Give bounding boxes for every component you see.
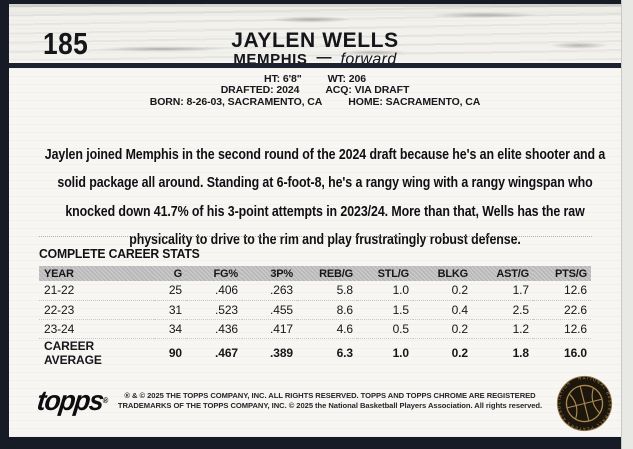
stat-cell: 0.2: [451, 345, 468, 360]
topps-logo: topps®: [35, 385, 110, 416]
topps-logo-text: topps: [35, 385, 105, 416]
stat-cell: .467: [215, 345, 238, 360]
col-year: YEAR: [39, 266, 154, 281]
stat-cell: .389: [270, 345, 293, 360]
stat-cell: 1.0: [357, 281, 413, 301]
legal-text: ® & © 2025 THE TOPPS COMPANY, INC. ALL R…: [106, 391, 554, 411]
stat-cell: 21-22: [39, 281, 154, 301]
bio-home: HOME: SACRAMENTO, CA: [348, 95, 481, 108]
nbpa-logo: NATIONAL BASKETBALL PLAYERS ASSOCIATION: [550, 369, 619, 438]
bio-section: HT: 6'8" WT: 206 DRAFTED: 2024 ACQ: VIA DR…: [9, 73, 621, 108]
stat-cell: 16.0: [564, 345, 587, 360]
stat-cell: 1.5: [357, 300, 413, 320]
player-name: JAYLEN WELLS: [231, 29, 399, 52]
stat-cell: 90: [168, 345, 182, 360]
stat-cell: 0.4: [413, 300, 472, 320]
stat-cell: 0.5: [357, 319, 413, 339]
stat-cell: 22-23: [39, 300, 154, 320]
stat-cell: 5.8: [297, 281, 357, 301]
bio-weight: WT: 206: [327, 73, 367, 85]
stat-cell: 1.2: [472, 319, 533, 339]
stat-cell: 0.2: [413, 281, 472, 301]
bio-row-height-weight: HT: 6'8" WT: 206: [9, 73, 621, 85]
stat-cell: 1.7: [472, 281, 533, 301]
stat-cell: 1.0: [392, 345, 409, 360]
stat-cell: 22.6: [533, 300, 591, 320]
col-3p-pct: 3P%: [242, 266, 297, 281]
team-position-separator: —: [316, 49, 332, 66]
bio-height: HT: 6'8": [263, 73, 302, 85]
section-separator: [39, 236, 592, 237]
player-header: JAYLEN WELLS MEMPHIS — forward: [9, 29, 621, 68]
bio-drafted: DRAFTED: 2024: [220, 84, 300, 97]
stat-cell: 8.6: [297, 300, 357, 320]
stat-cell: .523: [186, 300, 242, 320]
stat-cell: 12.6: [533, 281, 591, 301]
stat-cell: 1.8: [512, 345, 529, 360]
stats-career-average-row: CAREER AVERAGE 90 .467 .389 6.3 1.0 0.2 …: [39, 338, 591, 367]
stat-cell: 6.3: [336, 345, 353, 360]
stat-cell: .263: [242, 281, 297, 301]
col-pts: PTS/G: [533, 266, 591, 281]
wood-grain-streak: [339, 50, 409, 55]
stat-cell: 2.5: [472, 300, 533, 320]
stat-cell: .436: [186, 319, 242, 339]
player-blurb: Jaylen joined Memphis in the second roun…: [44, 147, 606, 249]
bio-acquired: ACQ: VIA DRAFT: [325, 84, 410, 97]
stats-row-21-22: 21-22 25 .406 .263 5.8 1.0 0.2 1.7 12.6: [39, 281, 591, 301]
wood-grain-streak: [97, 46, 227, 52]
wood-grain-streak: [429, 12, 539, 18]
col-ast: AST/G: [472, 266, 533, 281]
stat-cell: 4.6: [297, 319, 357, 339]
stat-cell: .417: [242, 319, 297, 339]
legal-line-1: ® & © 2025 THE TOPPS COMPANY, INC. ALL R…: [124, 391, 536, 400]
legal-line-2: TRADEMARKS OF THE TOPPS COMPANY, INC. © …: [117, 401, 543, 410]
stat-cell: 23-24: [39, 319, 154, 339]
card-number: 185: [43, 26, 89, 61]
wood-grain-streak: [549, 42, 609, 49]
bio-born: BORN: 8-26-03, SACRAMENTO, CA: [149, 95, 323, 108]
stat-cell: .455: [242, 300, 297, 320]
col-fg-pct: FG%: [186, 266, 242, 281]
stat-cell: 34: [154, 319, 186, 339]
stats-row-22-23: 22-23 31 .523 .455 8.6 1.5 0.4 2.5 22.6: [39, 300, 591, 320]
wood-grain-streak: [271, 16, 351, 23]
col-blk: BLKG: [413, 266, 472, 281]
col-reb: REB/G: [297, 266, 357, 281]
col-stl: STL/G: [357, 266, 413, 281]
stat-cell: 0.2: [413, 319, 472, 339]
stat-cell: .406: [186, 281, 242, 301]
stats-section-title: COMPLETE CAREER STATS: [39, 246, 200, 261]
col-games: G: [154, 266, 186, 281]
stat-cell: 25: [154, 281, 186, 301]
bio-row-draft: DRAFTED: 2024 ACQ: VIA DRAFT: [9, 85, 621, 96]
stat-cell: 12.6: [533, 319, 591, 339]
stats-header-row: YEAR G FG% 3P% REB/G STL/G BLKG AST/G PT…: [39, 266, 591, 281]
stats-row-23-24: 23-24 34 .436 .417 4.6 0.5 0.2 1.2 12.6: [39, 319, 591, 339]
bio-row-born-home: BORN: 8-26-03, SACRAMENTO, CA HOME: SACRA…: [9, 95, 621, 108]
header-divider: [9, 63, 621, 68]
career-stats-table: YEAR G FG% 3P% REB/G STL/G BLKG AST/G PT…: [39, 266, 591, 367]
stat-cell: 31: [154, 300, 186, 320]
stat-cell: CAREER AVERAGE: [44, 338, 102, 367]
wood-grain-band: [9, 4, 621, 60]
